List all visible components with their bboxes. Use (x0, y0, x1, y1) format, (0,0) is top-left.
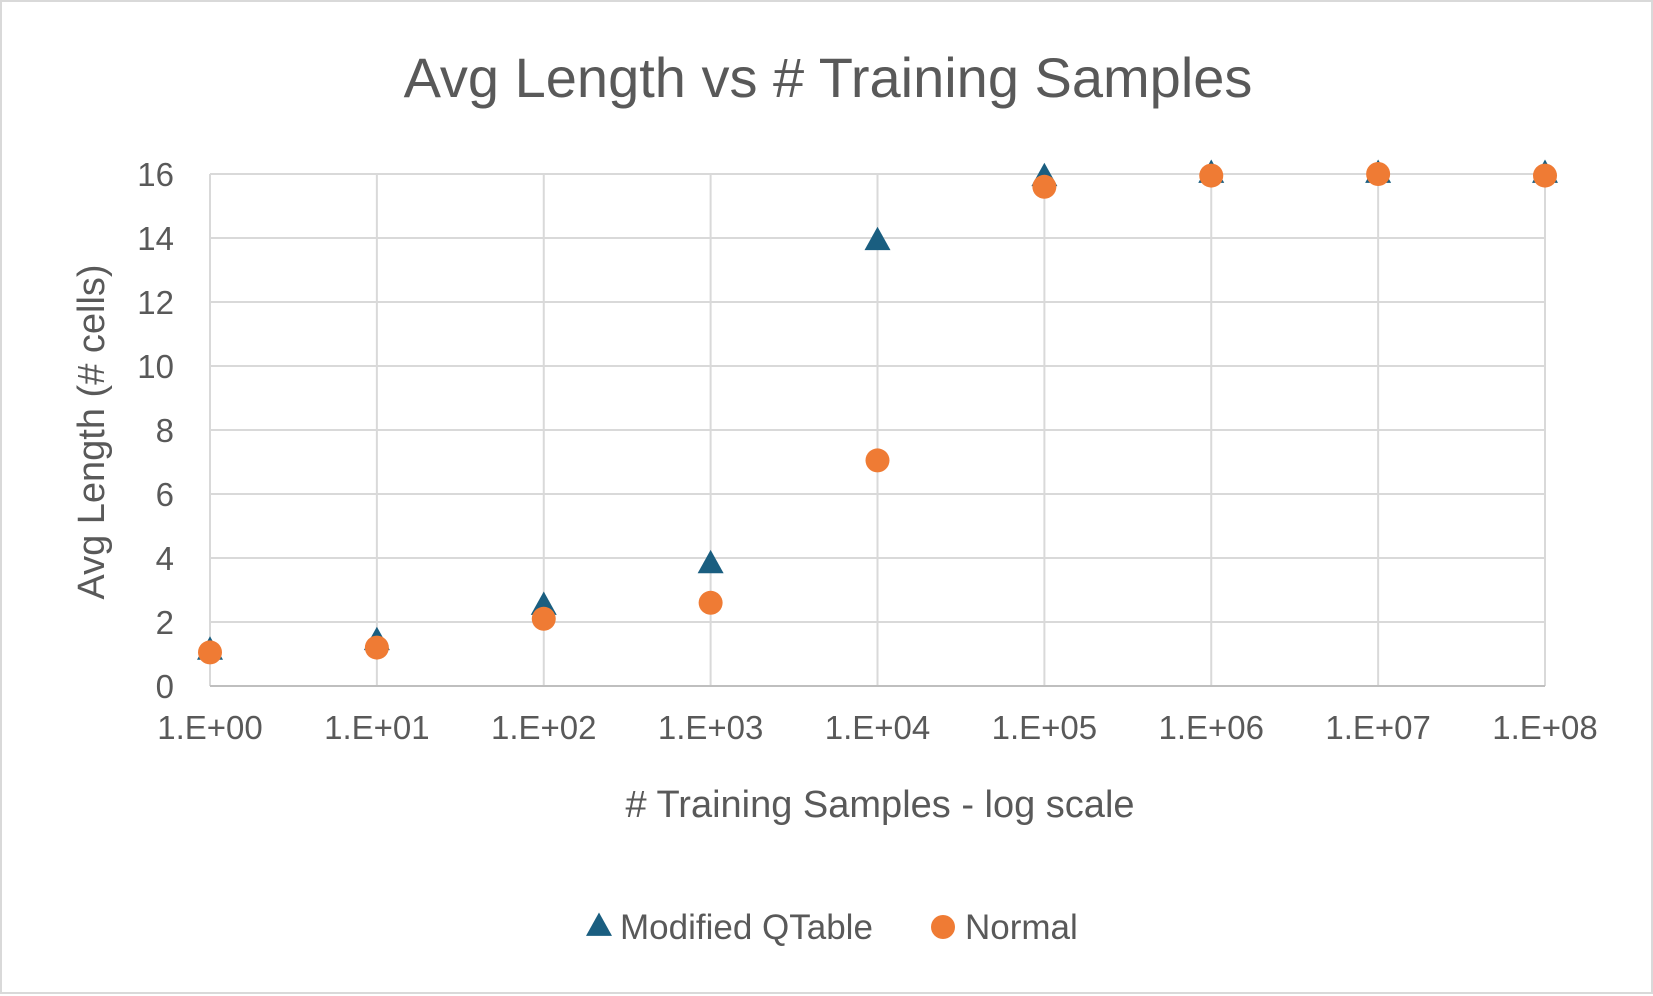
y-tick-label: 8 (156, 412, 174, 449)
point-normal (1199, 163, 1224, 188)
point-modified-qtable (697, 549, 724, 574)
point-normal (1366, 162, 1391, 186)
x-tick-label: 1.E+02 (491, 709, 597, 746)
y-tick-label: 12 (137, 284, 174, 321)
legend: Modified QTable Normal (586, 908, 1078, 947)
x-tick-label: 1.E+00 (157, 709, 263, 746)
y-tick-label: 2 (156, 604, 174, 641)
legend-label: Modified QTable (620, 908, 873, 947)
y-tick-label: 16 (137, 156, 174, 193)
legend-marker-modified-qtable (586, 912, 612, 936)
point-normal (1032, 174, 1057, 199)
y-axis-ticks: 0 2 4 6 8 10 12 14 16 (137, 156, 174, 705)
grid (209, 173, 1546, 687)
x-tick-label: 1.E+06 (1158, 709, 1264, 746)
point-normal (1533, 163, 1557, 188)
x-axis-ticks: 1.E+00 1.E+01 1.E+02 1.E+03 1.E+04 1.E+05 1.E+… (157, 709, 1598, 746)
point-normal (198, 640, 222, 665)
x-tick-label: 1.E+05 (992, 709, 1098, 746)
y-tick-label: 14 (137, 220, 174, 257)
x-tick-label: 1.E+01 (324, 709, 430, 746)
y-tick-label: 4 (156, 540, 174, 577)
point-normal (531, 606, 556, 631)
x-axis-title: # Training Samples - log scale (625, 784, 1134, 826)
point-normal (865, 448, 890, 473)
x-tick-label: 1.E+04 (825, 709, 931, 746)
point-normal (698, 590, 723, 615)
point-normal (364, 635, 389, 660)
y-tick-label: 10 (137, 348, 174, 385)
data-points (197, 159, 1558, 665)
x-tick-label: 1.E+08 (1492, 709, 1598, 746)
x-tick-label: 1.E+03 (658, 709, 764, 746)
legend-label: Normal (965, 908, 1078, 947)
x-tick-label: 1.E+07 (1325, 709, 1431, 746)
y-tick-label: 6 (156, 476, 174, 513)
y-tick-label: 0 (156, 668, 174, 705)
legend-marker-normal (931, 915, 955, 939)
chart-title: Avg Length vs # Training Samples (404, 46, 1253, 109)
point-modified-qtable (864, 226, 891, 251)
y-axis-title: Avg Length (# cells) (71, 264, 113, 599)
